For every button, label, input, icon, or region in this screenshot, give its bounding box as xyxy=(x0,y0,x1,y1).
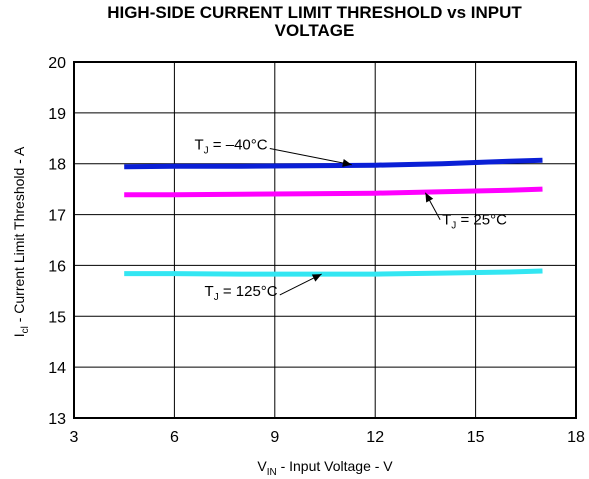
grid xyxy=(73,61,577,419)
y-tick-label: 18 xyxy=(48,157,66,174)
y-tick-label: 17 xyxy=(48,208,66,225)
x-tick-label: 9 xyxy=(270,429,279,446)
y-tick-label: 14 xyxy=(48,360,66,377)
annotation-label: TJ = 125°C xyxy=(205,283,278,303)
annotation-label: TJ = 25°C xyxy=(442,212,507,232)
x-tick-label: 6 xyxy=(170,429,179,446)
y-axis-label: Icl - Current Limit Threshold - A xyxy=(11,146,31,337)
x-tick-label: 3 xyxy=(70,429,79,446)
series-line xyxy=(124,268,543,277)
x-tick-label: 15 xyxy=(467,429,485,446)
x-axis-label: VIN - Input Voltage - V xyxy=(257,458,393,478)
y-tick-label: 16 xyxy=(48,258,66,275)
annotation-arrowhead xyxy=(425,192,434,203)
chart-title: HIGH-SIDE CURRENT LIMIT THRESHOLD vs INP… xyxy=(40,4,589,40)
series-line xyxy=(124,157,543,170)
y-axis-ticks: 13 14 15 16 17 18 19 20 xyxy=(48,55,66,428)
annotation-arrow xyxy=(269,147,352,166)
x-axis-ticks: 3 6 9 12 15 18 xyxy=(70,429,585,446)
series-line xyxy=(124,186,543,198)
y-tick-label: 20 xyxy=(48,55,66,72)
series-layer xyxy=(124,157,543,277)
y-tick-label: 15 xyxy=(48,309,66,326)
y-tick-label: 13 xyxy=(48,411,66,428)
chart-title-line-1: HIGH-SIDE CURRENT LIMIT THRESHOLD vs INP… xyxy=(107,3,522,22)
plot-frame xyxy=(73,61,577,419)
x-tick-label: 18 xyxy=(567,429,585,446)
chart-title-line-2: VOLTAGE xyxy=(274,21,355,40)
annotation-arrowhead xyxy=(342,159,352,167)
y-tick-label: 19 xyxy=(48,106,66,123)
annotation-label: TJ = –40°C xyxy=(194,136,267,156)
annotations: TJ = –40°C TJ = 25°C TJ = 125°C xyxy=(194,136,507,302)
annotation-arrowhead xyxy=(311,274,322,282)
x-tick-label: 12 xyxy=(366,429,384,446)
